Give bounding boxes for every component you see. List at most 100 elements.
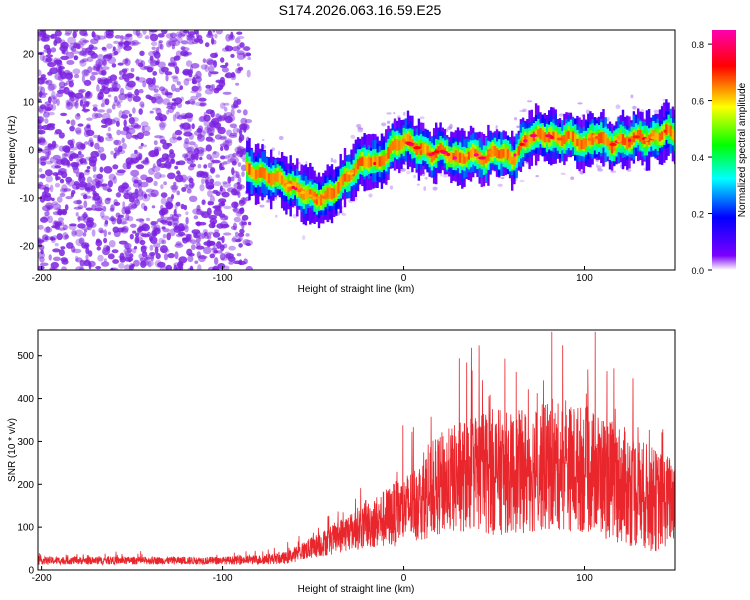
noise-speckle bbox=[112, 176, 118, 184]
noise-speckle bbox=[47, 111, 55, 116]
noise-speckle bbox=[75, 171, 84, 178]
noise-speckle bbox=[38, 36, 42, 42]
ridge-cell bbox=[458, 152, 462, 163]
noise-speckle bbox=[145, 259, 154, 267]
noise-speckle bbox=[213, 53, 218, 58]
ridge-cell bbox=[639, 130, 642, 142]
noise-speckle bbox=[152, 77, 156, 85]
ridge-peak bbox=[305, 194, 313, 198]
noise-speckle bbox=[160, 192, 168, 199]
halo-speckle bbox=[630, 94, 634, 99]
ridge-cell bbox=[637, 130, 640, 140]
noise-speckle bbox=[193, 215, 199, 220]
noise-speckle bbox=[220, 221, 229, 229]
noise-speckle bbox=[225, 72, 233, 79]
halo-speckle bbox=[330, 157, 334, 163]
noise-speckle bbox=[49, 184, 54, 193]
noise-speckle bbox=[124, 58, 131, 66]
noise-speckle bbox=[38, 125, 44, 130]
ridge-peak bbox=[297, 189, 302, 193]
noise-speckle bbox=[99, 77, 109, 82]
noise-speckle bbox=[162, 216, 172, 221]
ridge-peak bbox=[529, 134, 538, 138]
noise-speckle bbox=[122, 109, 130, 115]
noise-speckle bbox=[181, 122, 191, 130]
noise-speckle bbox=[141, 125, 145, 134]
noise-speckle bbox=[135, 58, 140, 66]
noise-speckle bbox=[199, 184, 205, 192]
halo-speckle bbox=[261, 138, 265, 142]
ridge-cell bbox=[291, 180, 295, 190]
noise-speckle bbox=[166, 232, 171, 241]
noise-speckle bbox=[227, 256, 236, 262]
noise-speckle bbox=[213, 122, 222, 129]
y-tick-label: 500 bbox=[17, 351, 34, 362]
ridge-cell bbox=[248, 163, 251, 175]
noise-speckle bbox=[153, 88, 159, 93]
ridge-cell bbox=[339, 177, 342, 190]
noise-speckle bbox=[171, 44, 176, 50]
ridge-peak bbox=[556, 137, 564, 141]
noise-speckle bbox=[78, 151, 82, 155]
noise-speckle bbox=[205, 182, 215, 190]
noise-speckle bbox=[207, 233, 212, 240]
noise-speckle bbox=[169, 32, 177, 39]
noise-speckle bbox=[38, 91, 43, 98]
noise-speckle bbox=[142, 80, 147, 88]
noise-speckle bbox=[236, 128, 245, 133]
ridge-cell bbox=[265, 170, 269, 182]
noise-speckle bbox=[101, 46, 107, 51]
noise-speckle bbox=[42, 215, 50, 220]
noise-speckle bbox=[43, 226, 53, 233]
y-tick-label: 300 bbox=[17, 437, 34, 448]
ridge-cell bbox=[267, 173, 271, 184]
noise-speckle bbox=[159, 43, 164, 50]
noise-speckle bbox=[77, 123, 84, 127]
noise-speckle bbox=[223, 161, 228, 166]
colorbar-gradient bbox=[712, 30, 736, 270]
noise-speckle bbox=[103, 229, 108, 238]
noise-speckle bbox=[101, 215, 110, 221]
noise-speckle bbox=[185, 60, 193, 67]
ridge-cell bbox=[498, 150, 501, 159]
noise-speckle bbox=[61, 266, 67, 270]
noise-speckle bbox=[178, 256, 188, 264]
ridge-cell bbox=[424, 143, 427, 155]
noise-speckle bbox=[165, 90, 169, 97]
noise-speckle bbox=[138, 108, 143, 115]
noise-speckle bbox=[121, 225, 129, 233]
snr-series-line bbox=[38, 331, 675, 566]
noise-speckle bbox=[42, 33, 47, 41]
noise-speckle bbox=[132, 134, 138, 138]
noise-speckle bbox=[53, 256, 61, 262]
ridge-cell bbox=[619, 133, 622, 144]
noise-speckle bbox=[170, 158, 176, 164]
noise-speckle bbox=[52, 211, 61, 216]
noise-speckle bbox=[230, 103, 237, 110]
noise-speckle bbox=[184, 183, 188, 189]
noise-speckle bbox=[85, 156, 94, 161]
noise-speckle bbox=[135, 30, 141, 37]
ridge-cell bbox=[541, 130, 544, 141]
noise-speckle bbox=[97, 146, 105, 153]
noise-speckle bbox=[237, 162, 242, 167]
noise-speckle bbox=[222, 161, 231, 165]
noise-speckle bbox=[66, 60, 75, 65]
noise-speckle bbox=[106, 43, 113, 49]
noise-speckle bbox=[71, 230, 77, 236]
noise-speckle bbox=[124, 264, 131, 270]
noise-speckle bbox=[125, 33, 133, 38]
halo-speckle bbox=[278, 150, 280, 156]
noise-speckle bbox=[92, 106, 98, 112]
noise-speckle bbox=[218, 198, 227, 204]
noise-speckle bbox=[83, 79, 92, 86]
noise-speckle bbox=[44, 101, 52, 106]
noise-speckle bbox=[123, 192, 131, 200]
ridge-cell bbox=[259, 167, 262, 178]
noise-speckle bbox=[63, 153, 68, 157]
noise-speckle bbox=[38, 168, 43, 173]
halo-speckle bbox=[357, 127, 364, 130]
noise-speckle bbox=[44, 169, 53, 177]
noise-speckle bbox=[65, 101, 74, 110]
